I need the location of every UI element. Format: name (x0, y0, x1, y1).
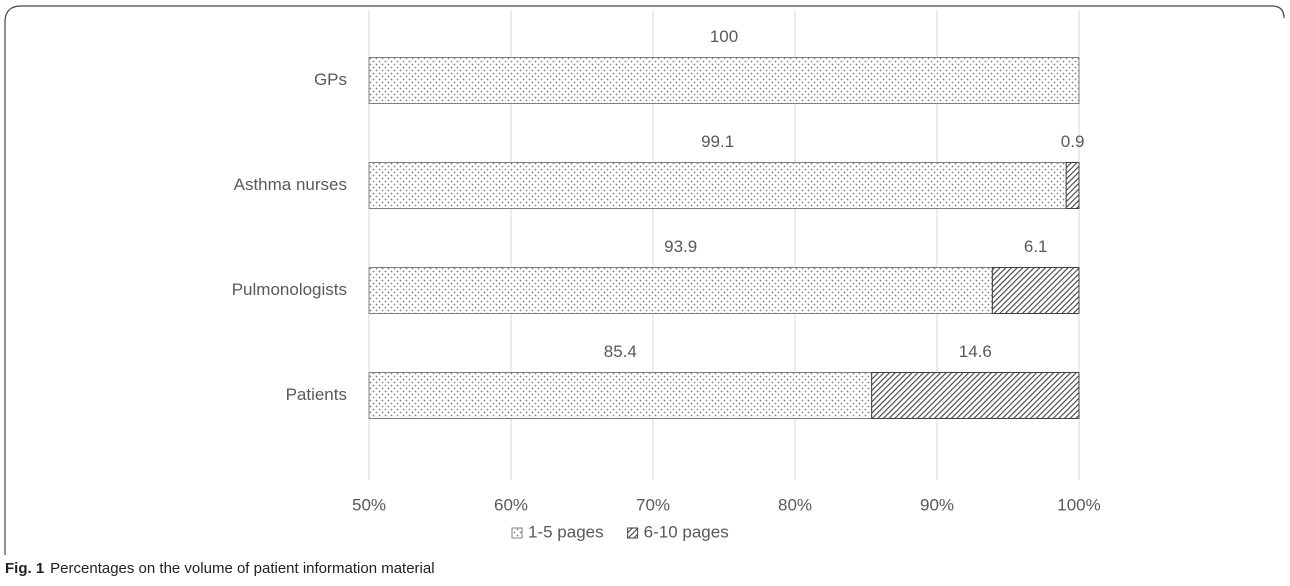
data-label: 85.4 (604, 342, 637, 361)
legend-swatch (511, 527, 523, 539)
x-tick-label: 100% (1057, 495, 1100, 514)
bar (991, 267, 1080, 314)
bar (368, 162, 1067, 209)
caption: Fig. 1 Percentages on the volume of patie… (5, 560, 435, 577)
bar (871, 372, 1080, 419)
x-tick-label: 70% (636, 495, 670, 514)
frame (4, 5, 1285, 555)
bar (368, 267, 993, 314)
x-tick-label: 50% (352, 495, 386, 514)
x-tick-label: 60% (494, 495, 528, 514)
y-tick-label: GPs (314, 70, 347, 89)
data-label: 6.1 (1024, 237, 1048, 256)
x-tick-label: 80% (778, 495, 812, 514)
y-tick-label: Patients (286, 385, 347, 404)
bar (368, 57, 1080, 104)
data-label: 93.9 (664, 237, 697, 256)
data-label: 100 (710, 27, 738, 46)
bar (368, 372, 873, 419)
data-label: 99.1 (701, 132, 734, 151)
legend-swatch (627, 527, 639, 539)
caption-label: Fig. 1 (5, 560, 44, 577)
data-label: 0.9 (1061, 132, 1085, 151)
bar (1065, 162, 1080, 209)
data-label: 14.6 (959, 342, 992, 361)
legend-label: 1-5 pages (528, 522, 604, 541)
x-tick-label: 90% (920, 495, 954, 514)
caption-text: Percentages on the volume of patient inf… (50, 560, 434, 577)
y-tick-label: Asthma nurses (234, 175, 347, 194)
y-tick-label: Pulmonologists (232, 280, 347, 299)
legend-label: 6-10 pages (644, 522, 729, 541)
